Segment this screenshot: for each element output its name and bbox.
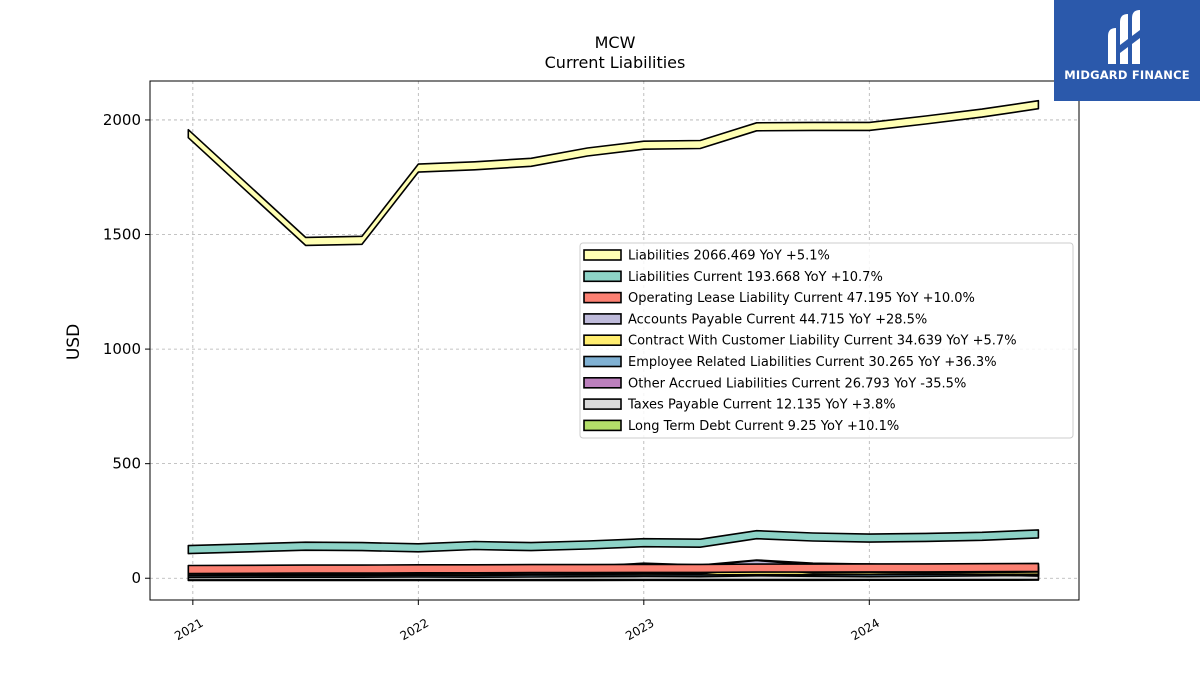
y-tick-label: 2000 [103, 111, 141, 129]
y-tick-label: 0 [131, 569, 141, 587]
legend-entry: Accounts Payable Current 44.715 YoY +28.… [628, 312, 927, 327]
legend-entry: Taxes Payable Current 12.135 YoY +3.8% [627, 398, 896, 413]
chart-title: MCW [595, 33, 636, 52]
legend-swatch [583, 376, 622, 389]
chart-subtitle: Current Liabilities [545, 53, 686, 72]
legend-entry: Employee Related Liabilities Current 30.… [628, 355, 997, 370]
x-tick-label: 2023 [623, 616, 656, 643]
legend-box [579, 242, 1074, 439]
legend-entry: Liabilities 2066.469 YoY +5.1% [628, 249, 830, 264]
y-tick-label: 1500 [103, 226, 141, 244]
legend-swatch [583, 270, 622, 283]
legend-swatch [583, 334, 622, 347]
y-tick-label: 1000 [103, 340, 141, 358]
y-tick-label: 500 [112, 455, 141, 473]
x-tick-label: 2024 [849, 616, 882, 643]
midgard-logo-icon [1108, 10, 1140, 64]
legend-swatch [583, 355, 622, 368]
legend-entry: Operating Lease Liability Current 47.195… [628, 291, 975, 306]
legend-swatch [583, 291, 622, 304]
legend-entry: Contract With Customer Liability Current… [628, 334, 1017, 349]
y-axis-label: USD [64, 324, 84, 360]
series-layer [187, 99, 1040, 582]
legend-swatch [583, 419, 622, 432]
brand-logo: MIDGARD FINANCE [1054, 0, 1200, 101]
legend-entry: Liabilities Current 193.668 YoY +10.7% [628, 270, 883, 285]
plot-frame [149, 80, 1080, 601]
series-line-0 [187, 99, 1040, 247]
x-tick-label: 2021 [172, 616, 205, 643]
legend-swatch [583, 313, 622, 325]
legend-entry: Long Term Debt Current 9.25 YoY +10.1% [628, 419, 899, 434]
legend-swatch [583, 398, 622, 410]
logo-text: MIDGARD FINANCE [1064, 68, 1190, 82]
series-line-2 [187, 562, 1040, 575]
legend-swatch [583, 249, 622, 261]
legend: Liabilities 2066.469 YoY +5.1% Liabilitie… [579, 242, 1074, 439]
series-line-1 [187, 529, 1040, 555]
x-tick-label: 2022 [398, 616, 431, 643]
legend-entry: Other Accrued Liabilities Current 26.793… [628, 376, 966, 391]
